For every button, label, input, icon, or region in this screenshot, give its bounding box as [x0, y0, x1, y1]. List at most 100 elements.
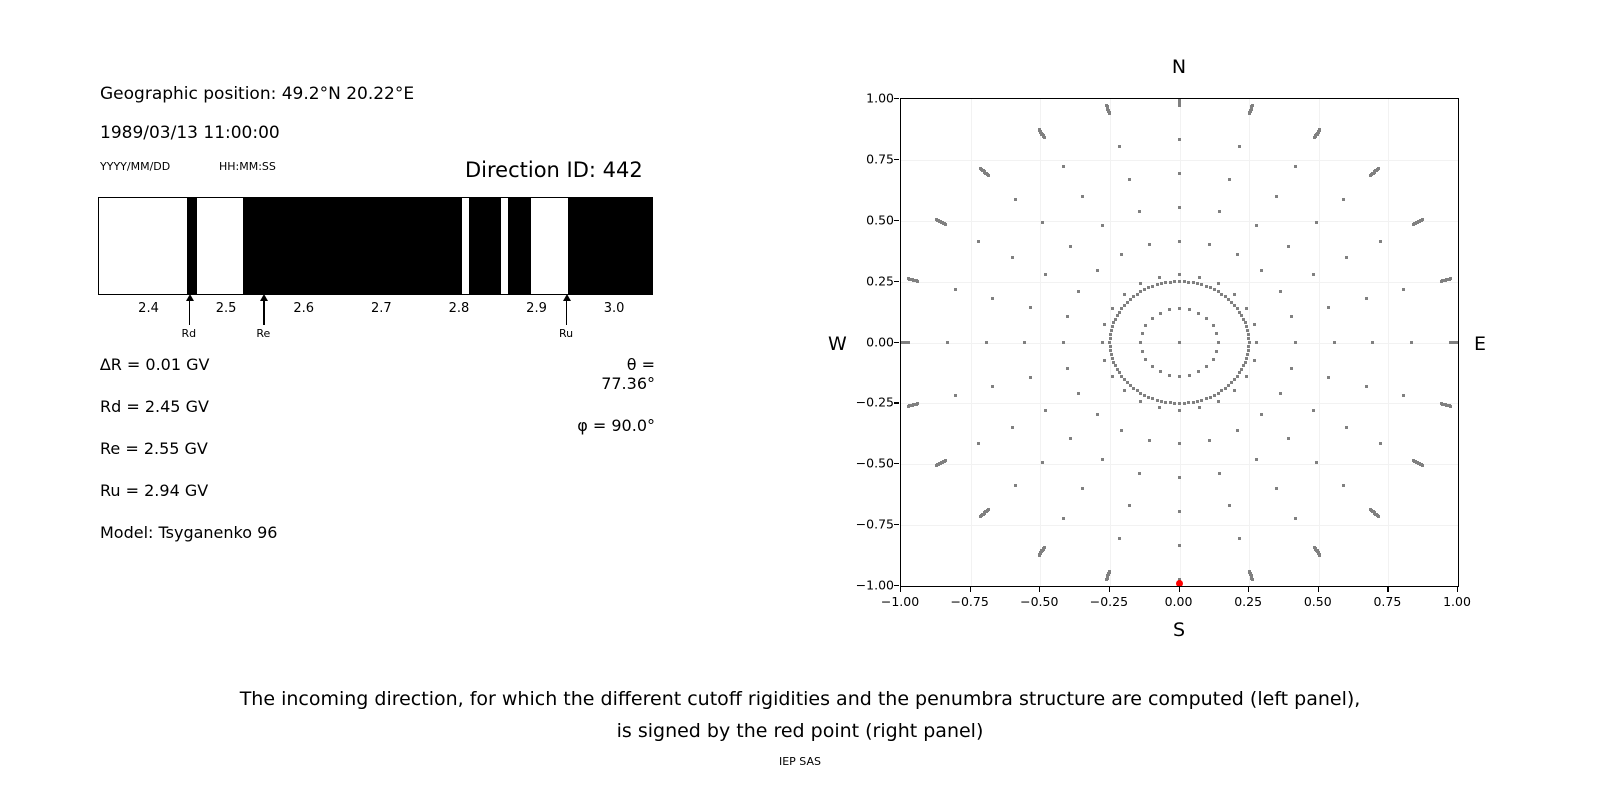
direction-map-panel: N S W E −1.00 −0.75 −0.50 −0.25 0.00 0.25 0.50… [760, 0, 1600, 660]
direction-point [1108, 333, 1112, 337]
direction-point [1100, 223, 1104, 227]
direction-point [1236, 428, 1240, 432]
direction-point [1061, 165, 1065, 169]
direction-point [1345, 425, 1349, 429]
scatter-y-tick-mark [894, 341, 899, 343]
direction-point [1287, 436, 1291, 440]
rigidity-value-line: Rd = 2.45 GV [100, 397, 209, 416]
direction-point [1205, 364, 1209, 368]
direction-point [1215, 332, 1219, 336]
direction-point [1122, 303, 1126, 307]
scatter-x-tick-label: 0.00 [1164, 594, 1193, 609]
scatter-y-tick-label: −0.50 [855, 455, 894, 471]
direction-point [1081, 194, 1085, 198]
direction-point [1312, 408, 1315, 412]
gridline-horizontal [901, 464, 1458, 466]
direction-point [1402, 393, 1406, 397]
rigidity-value-line: Model: Tsyganenko 96 [100, 523, 278, 542]
direction-point [1147, 242, 1151, 246]
direction-point [1312, 273, 1315, 277]
direction-point [1220, 292, 1224, 296]
direction-point [1243, 321, 1247, 325]
penumbra-marker-label: Re [256, 327, 271, 340]
direction-point [1010, 256, 1014, 260]
compass-label-north: N [1171, 56, 1187, 78]
direction-point [1123, 293, 1127, 297]
scatter-x-tick-mark [1248, 587, 1250, 592]
direction-point [1115, 367, 1119, 371]
direction-point [1065, 367, 1069, 371]
direction-point [1159, 282, 1163, 286]
penumbra-panel: Geographic position: 49.2°N 20.22°E 1989… [0, 0, 760, 640]
direction-point [1220, 389, 1224, 393]
direction-point [1314, 221, 1318, 225]
direction-point [1122, 378, 1126, 382]
scatter-y-tick-mark [894, 463, 899, 465]
direction-point [1167, 373, 1171, 377]
direction-point [1065, 314, 1069, 318]
direction-point [1245, 325, 1249, 329]
direction-point [1178, 476, 1181, 480]
direction-point [1178, 401, 1181, 405]
direction-point [1144, 324, 1148, 328]
scatter-x-tick-label: 0.25 [1234, 594, 1263, 609]
direction-point [1246, 352, 1250, 356]
rigidity-value-line: Re = 2.55 GV [100, 439, 208, 458]
geographic-position-label: Geographic position: 49.2°N 20.22°E [100, 84, 415, 104]
direction-point [1238, 310, 1242, 314]
direction-point [1117, 310, 1121, 314]
direction-point [1150, 364, 1154, 368]
direction-point [1178, 442, 1181, 446]
direction-point [1232, 293, 1236, 297]
direction-point [1128, 384, 1132, 388]
direction-point [1238, 536, 1242, 540]
direction-point [1132, 386, 1136, 390]
direction-point [1135, 389, 1139, 393]
penumbra-forbidden-band [568, 198, 652, 294]
direction-point [1119, 428, 1123, 432]
direction-point [1155, 283, 1159, 287]
direction-point [1240, 367, 1244, 371]
direction-point [1112, 321, 1116, 325]
direction-point [1232, 388, 1236, 392]
direction-point [1364, 297, 1368, 301]
direction-point [1128, 297, 1132, 301]
scatter-x-tick-label: −0.25 [1089, 594, 1129, 609]
direction-point [977, 239, 981, 243]
direction-point [1421, 463, 1425, 467]
direction-point [1112, 360, 1116, 364]
direction-point [1200, 283, 1204, 287]
scatter-y-tick-mark [894, 524, 899, 526]
scatter-y-tick-label: 1.00 [866, 90, 894, 106]
direction-point [1212, 288, 1216, 292]
direction-point [1252, 358, 1256, 362]
scatter-x-tick-mark [1039, 587, 1041, 592]
direction-point [1178, 280, 1181, 284]
direction-point [1077, 391, 1081, 395]
scatter-x-tick-label: −0.75 [950, 594, 989, 609]
arrow-shaft [188, 298, 191, 325]
direction-point [945, 341, 949, 344]
selected-direction-point [1176, 580, 1183, 586]
direction-point [1247, 344, 1251, 348]
scatter-x-tick-mark [1457, 587, 1459, 592]
direction-point [1235, 307, 1239, 311]
direction-point [1178, 239, 1181, 243]
direction-point [1178, 138, 1181, 142]
direction-point [934, 218, 938, 222]
direction-point [1211, 324, 1215, 328]
direction-point [1255, 223, 1259, 227]
direction-point [1255, 458, 1259, 462]
direction-point [953, 288, 957, 292]
direction-point [1068, 245, 1072, 249]
direction-point [1449, 404, 1453, 408]
direction-point [1178, 171, 1181, 175]
direction-point [1378, 442, 1382, 446]
direction-point [1132, 295, 1136, 299]
direction-point [1238, 371, 1242, 375]
direction-point [1061, 516, 1065, 520]
scatter-y-tick-label: −0.75 [855, 516, 894, 532]
direction-point [1108, 341, 1112, 344]
direction-id-label: Direction ID: 442 [465, 158, 643, 182]
direction-point [1228, 177, 1232, 181]
